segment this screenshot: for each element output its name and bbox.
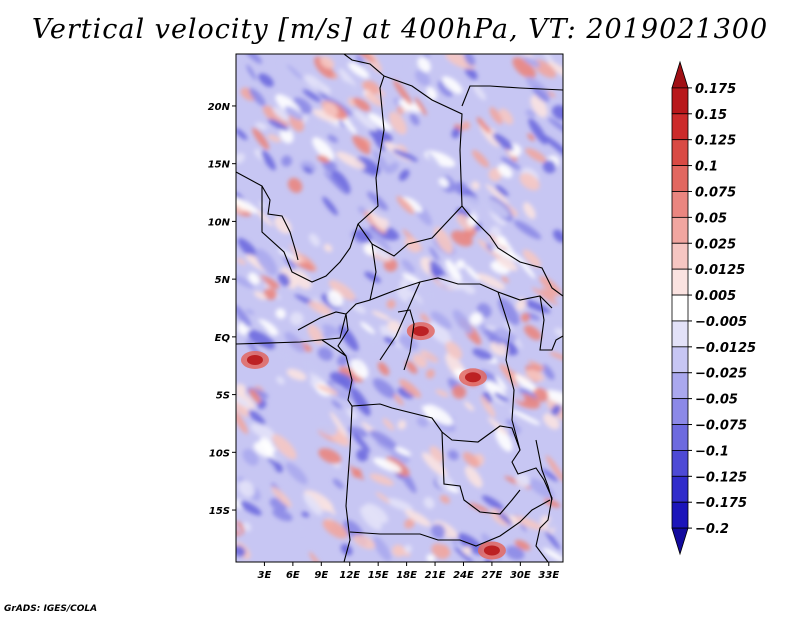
y-tick-label: 15N [208,160,231,171]
colorbar-swatch [671,501,689,529]
boundary-line [321,339,553,562]
boundary-line [343,405,353,562]
colorbar-label: 0.05 [695,211,727,226]
colorbar-label: 0.15 [695,108,727,123]
colorbar-swatch [671,450,689,477]
grads-credit: GrADS: IGES/COLA [4,604,98,614]
x-tick-label: 24E [453,570,474,581]
colorbar-label: 0.005 [695,289,736,304]
y-tick-label: EQ [215,333,231,344]
colorbar-label: 0.1 [695,160,718,175]
x-tick-label: 30E [510,570,531,581]
x-tick-label: 33E [538,570,559,581]
x-tick-label: 9E [314,570,328,581]
x-tick-label: 3E [258,570,272,581]
colorbar-swatch [671,527,689,556]
colorbar-label: −0.125 [695,470,747,485]
colorbar-label: 0.0125 [695,263,745,278]
colorbar-swatch [671,294,689,322]
ascent-feature [458,368,487,387]
ascent-feature [477,541,506,560]
x-tick-label: 6E [286,570,300,581]
boundary-line [539,295,563,351]
boundary-line [441,431,521,515]
y-tick-label: 10N [208,217,231,228]
colorbar-swatch [671,60,689,89]
colorbar-swatch [671,87,689,115]
colorbar-swatch [671,372,689,400]
colorbar-label: −0.05 [695,393,738,408]
boundary-line [236,171,299,261]
colorbar-swatch [671,268,689,296]
colorbar-label: −0.075 [695,419,747,434]
country-boundaries [236,54,563,562]
boundary-line [236,313,347,345]
colorbar-swatch [671,216,689,244]
boundary-line [497,291,521,451]
colorbar-label: 0.125 [695,134,736,149]
boundary-line [397,309,415,371]
x-tick-label: 15E [368,570,389,581]
colorbar-label: −0.1 [695,444,729,459]
map-frame [235,53,564,563]
colorbar-label: −0.025 [695,367,747,382]
colorbar-swatch [671,191,689,218]
boundary-line [379,281,421,361]
colorbar-label: 0.075 [695,185,736,200]
colorbar-swatch [671,424,689,451]
x-tick-label: 12E [339,570,360,581]
y-tick-label: 10S [209,448,230,459]
boundary-line [337,313,349,357]
y-tick-label: 5N [215,275,231,286]
colorbar-label: −0.005 [695,315,747,330]
colorbar: 0.175 0.15 0.125 0.1 0.075 0.05 0.025 0.0125 0.0… [671,60,756,556]
colorbar-label: −0.175 [695,496,747,511]
boundary-line [349,499,551,547]
ascent-feature [406,322,435,341]
colorbar-label: 0.025 [695,237,736,252]
colorbar-swatch [671,346,689,374]
colorbar-swatch [671,475,689,503]
boundary-line [535,439,553,501]
colorbar-label: −0.0125 [695,341,756,356]
colorbar-swatch [671,139,689,166]
colorbar-swatch [671,113,689,141]
colorbar-swatch [671,242,689,270]
colorbar-swatch [671,165,689,192]
y-tick-label: 15S [209,506,230,517]
velocity-field [236,54,563,562]
x-tick-label: 18E [396,570,417,581]
x-axis: 3E 6E 9E 12E 15E 18E 21E 24E 27E 30E 33E [258,562,559,581]
y-tick-label: 5S [216,391,230,402]
chart-title: Vertical velocity [m/s] at 400hPa, VT: 2… [31,14,769,45]
y-axis: 20N 15N 10N 5N EQ 5S 10S 15S [208,102,236,517]
boundary-line [369,277,553,309]
colorbar-label: 0.175 [695,82,736,97]
colorbar-swatch [671,398,689,425]
x-tick-label: 27E [482,570,503,581]
colorbar-swatch [671,320,689,348]
ascent-feature [240,350,269,369]
colorbar-label: −0.2 [695,522,729,537]
boundary-line [357,205,463,257]
y-tick-label: 20N [208,102,231,113]
boundary-line [297,243,377,331]
boundary-line [383,75,563,297]
boundary-line [461,85,563,107]
x-tick-label: 21E [425,570,446,581]
